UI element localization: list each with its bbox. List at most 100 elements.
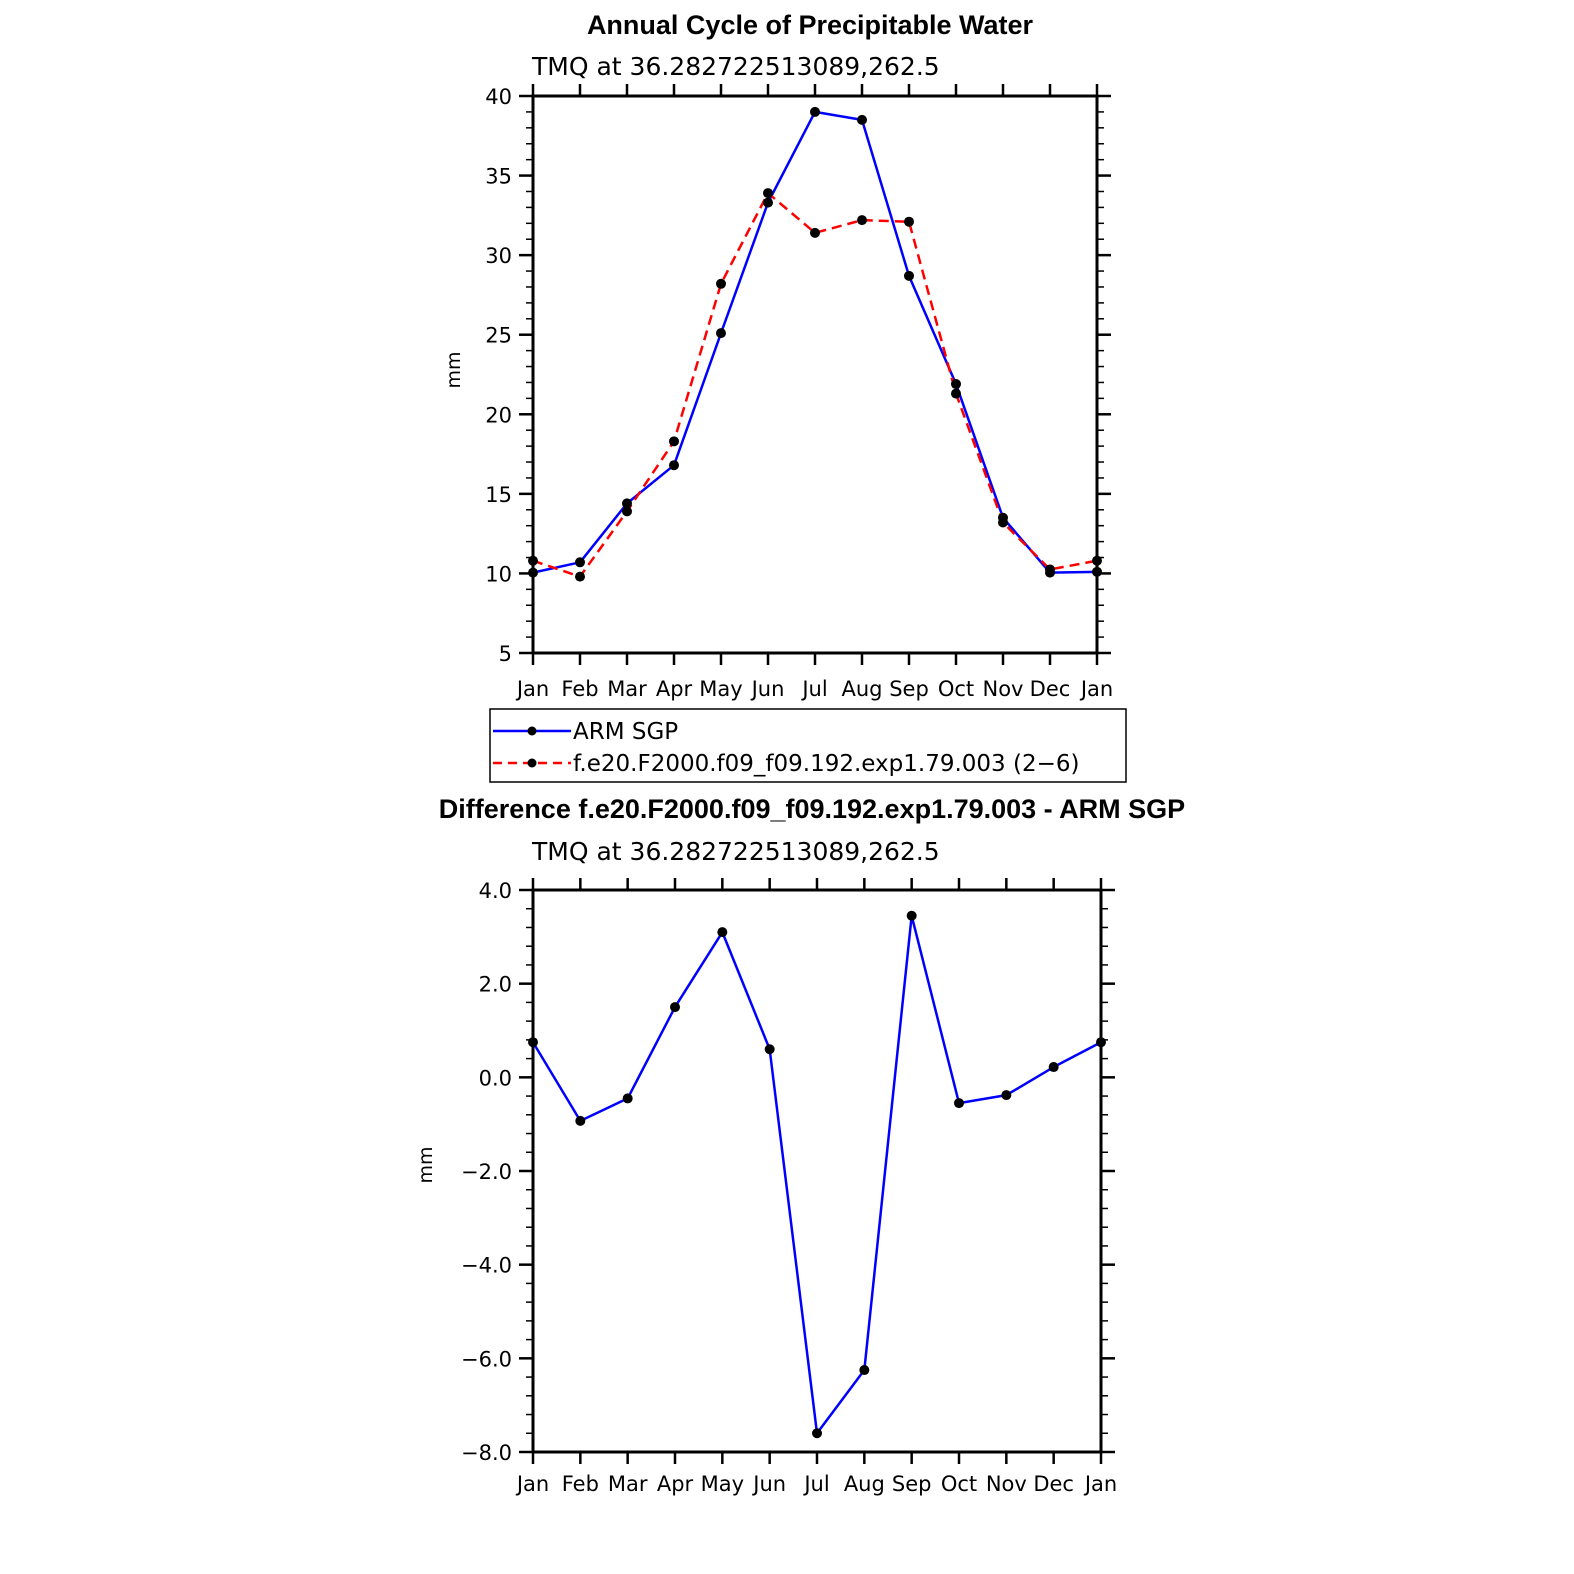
y-tick-label: −4.0 [461,1254,512,1278]
y-tick-label: 2.0 [479,973,512,997]
x-tick-label: Feb [562,1472,599,1496]
series-0-point [763,197,773,208]
series-1-point [622,506,632,517]
y-tick-label: −6.0 [461,1347,512,1371]
series-1-point [998,517,1008,528]
series-0-point [622,498,632,509]
series-1-point [575,571,585,582]
y-tick-label: 0.0 [479,1066,512,1090]
difference-chart: Difference f.e20.F2000.f09_f09.192.exp1.… [415,794,1185,1496]
y-tick-label: 30 [485,244,512,268]
x-tick-label: Feb [561,677,598,701]
y-tick-label: 15 [485,483,512,507]
x-tick-label: May [701,1472,744,1496]
series-1-point [716,278,726,289]
series-1-point [857,215,867,226]
y-tick-label: 40 [485,85,512,109]
series-0-point [528,1037,538,1048]
x-tick-label: Oct [938,677,974,701]
x-tick-label: Apr [656,677,693,701]
series-1-point [951,388,961,399]
chart-subtitle: TMQ at 36.282722513089,262.5 [531,52,940,81]
series-0-point [857,114,867,125]
series-line-0 [531,914,1102,1435]
series-0-point [764,1044,775,1055]
legend-label-arm-sgp: ARM SGP [573,719,678,745]
series-0-point [904,270,914,281]
series-0-point [1096,1037,1106,1048]
series-0-point [951,379,961,390]
legend-label-model: f.e20.F2000.f09_f09.192.exp1.79.003 (2−6… [573,751,1079,777]
series-1-point [669,436,679,447]
x-tick-label: Sep [892,1472,932,1496]
series-line-0 [532,110,1098,574]
y-tick-label: 10 [485,562,512,586]
series-1-point [763,188,773,199]
series-1-point [1092,555,1102,566]
series-1-point [528,555,538,566]
x-tick-label: Oct [941,1472,977,1496]
x-tick-label: Jun [750,677,785,701]
x-tick-label: Aug [841,677,882,701]
plot-area: Jan Feb Mar Apr May Jun Jul Aug Sep Oct Nov Dec Jan5… [485,84,1113,701]
plot-frame [531,94,1099,655]
x-tick-label: Aug [844,1472,885,1496]
series-0-point [575,1115,586,1126]
series-0-point [810,106,820,117]
series-0-point [906,910,917,921]
x-tick-label: Jul [802,1472,829,1496]
series-0-point [1001,1090,1012,1101]
x-tick-label: Dec [1033,1472,1074,1496]
legend-box [489,708,1127,783]
legend-marker-model [527,758,537,768]
series-0-point [1092,566,1102,577]
x-tick-label: Jun [751,1472,786,1496]
series-0-point [859,1365,870,1376]
series-1-point [904,216,914,227]
x-tick-label: Mar [608,1472,648,1496]
legend: ARM SGP f.e20.F2000.f09_f09.192.exp1.79.… [489,708,1127,783]
y-tick-label: 25 [485,324,512,348]
legend-marker-arm-sgp [527,726,537,736]
y-tick-label: 4.0 [479,879,512,903]
y-tick-label: 20 [485,403,512,427]
x-tick-label: Jul [800,677,827,701]
y-tick-label: 35 [485,165,512,189]
series-line-1 [532,191,1098,578]
series-0-point [669,460,679,471]
plot-frame [531,888,1103,1454]
y-tick-label: −2.0 [461,1160,512,1184]
series-1-point [1045,564,1055,575]
y-tick-label: −8.0 [461,1441,512,1465]
plot-area: Jan Feb Mar Apr May Jun Jul Aug Sep Oct Nov Dec Jan−… [461,878,1117,1496]
x-tick-label: Apr [657,1472,694,1496]
x-tick-label: Jan [1083,1472,1117,1496]
y-axis-label: mm [443,351,465,388]
y-tick-label: 5 [499,642,512,666]
series-0-point [528,567,538,578]
x-tick-label: Jan [515,677,549,701]
series-0-point [954,1098,964,1109]
x-tick-label: Sep [889,677,929,701]
chart-title: Difference f.e20.F2000.f09_f09.192.exp1.… [439,794,1185,824]
series-0-point [717,927,728,938]
series-0-point [716,328,726,339]
x-tick-label: Nov [983,677,1024,701]
series-0-point [670,1002,680,1013]
series-0-point [575,557,585,568]
x-tick-label: Nov [986,1472,1027,1496]
chart-subtitle: TMQ at 36.282722513089,262.5 [531,837,940,866]
x-tick-label: Dec [1030,677,1071,701]
x-tick-label: May [699,677,742,701]
chart-title: Annual Cycle of Precipitable Water [587,10,1034,40]
x-tick-label: Mar [607,677,647,701]
series-0-point [1048,1062,1059,1073]
x-tick-label: Jan [1079,677,1113,701]
annual-cycle-chart: Annual Cycle of Precipitable Water TMQ a… [443,10,1127,783]
y-axis-label: mm [415,1146,437,1183]
x-tick-label: Jan [515,1472,549,1496]
series-0-point [622,1093,633,1104]
series-0-point [812,1428,822,1439]
series-1-point [810,227,820,238]
